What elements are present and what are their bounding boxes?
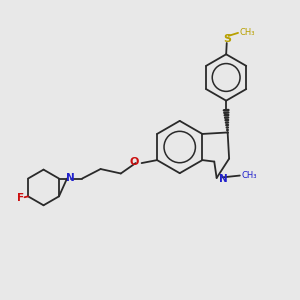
Text: N: N	[219, 174, 228, 184]
Text: F: F	[16, 193, 24, 203]
Text: N: N	[66, 172, 75, 183]
Text: S: S	[223, 34, 231, 44]
Text: O: O	[129, 158, 139, 167]
Text: CH₃: CH₃	[240, 28, 255, 37]
Text: CH₃: CH₃	[241, 171, 256, 180]
